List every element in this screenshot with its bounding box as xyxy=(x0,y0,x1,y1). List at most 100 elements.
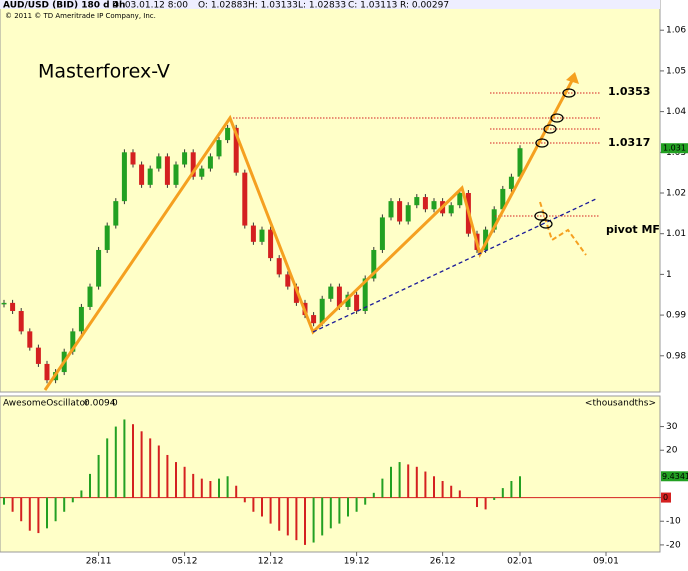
oscillator-bar xyxy=(80,490,83,498)
candle xyxy=(27,331,33,348)
oscillator-bar xyxy=(304,497,306,545)
current-box-label: 9.4341 xyxy=(662,472,688,481)
candle xyxy=(500,188,506,210)
copyright: © 2011 © TD Ameritrade IP Company, Inc. xyxy=(5,12,156,20)
oscillator-bar xyxy=(493,497,496,500)
x-tick-label: 02.01 xyxy=(507,557,533,567)
oscillator-bar xyxy=(398,462,401,498)
oscillator-bar xyxy=(364,497,367,505)
trendline xyxy=(312,197,599,333)
oscillator-bar xyxy=(269,497,272,524)
candle xyxy=(311,315,317,324)
header-high: H: 1.03133 xyxy=(248,1,298,11)
candle xyxy=(225,127,231,141)
oscillator-bar xyxy=(54,497,57,522)
oscillator-bar xyxy=(157,445,160,498)
oscillator-bar xyxy=(243,497,246,503)
candle xyxy=(379,217,385,250)
oscillator-bar xyxy=(355,497,358,512)
oscillator-bar xyxy=(63,497,66,512)
candle xyxy=(70,331,76,352)
x-tick-label: 12.12 xyxy=(258,557,284,567)
oscillator-bar xyxy=(295,497,298,541)
candle xyxy=(164,156,170,185)
candle xyxy=(182,152,188,165)
oscillator-bar xyxy=(192,473,195,498)
candle xyxy=(104,225,110,250)
x-tick-label: 26.12 xyxy=(430,557,456,567)
oscillator-bar xyxy=(441,481,444,498)
oscillator-bar xyxy=(28,497,31,531)
oscillator-bar xyxy=(510,481,513,498)
zero-box xyxy=(661,492,671,503)
oscillator-bar xyxy=(218,478,220,498)
oscillator-bar xyxy=(458,490,461,498)
oscillator-bar xyxy=(286,497,289,536)
zigzag xyxy=(43,74,577,391)
candle xyxy=(405,205,411,222)
oscillator-bar xyxy=(11,497,14,512)
y-tick-label: 0.99 xyxy=(666,311,686,321)
candle xyxy=(139,164,145,185)
candle xyxy=(319,298,325,324)
oscillator-bar xyxy=(381,478,384,498)
oscillator-bar xyxy=(149,438,152,498)
candle xyxy=(328,286,334,299)
marker xyxy=(534,211,548,221)
candle xyxy=(207,156,213,169)
candle xyxy=(517,148,523,177)
oscillator-bar xyxy=(519,476,521,498)
header-bar xyxy=(0,0,660,9)
candle xyxy=(414,197,420,206)
y-tick-label: 0.98 xyxy=(666,351,686,361)
oscillator-bar xyxy=(123,419,126,498)
oscillator-bar xyxy=(114,426,117,498)
oscillator-bar xyxy=(415,466,418,498)
candle xyxy=(250,225,256,242)
annotation: pivot MF xyxy=(606,223,660,236)
y-tick-label: 1.05 xyxy=(666,66,686,76)
candle xyxy=(113,201,119,226)
marker xyxy=(550,113,564,123)
symbol: AUD/USD (BID) 180 d 4h xyxy=(3,1,125,11)
candle xyxy=(483,229,489,250)
candle xyxy=(336,286,342,307)
oscillator-bar xyxy=(46,497,48,529)
oscillator-bar xyxy=(132,424,134,498)
candle xyxy=(431,201,437,210)
header-date: D: 03.01.12 8:00 xyxy=(112,1,188,11)
candle xyxy=(18,311,24,332)
y-tick-label: 30 xyxy=(666,422,678,432)
oscillator-bar xyxy=(97,454,100,498)
candle xyxy=(276,258,282,275)
pivot-path xyxy=(539,201,587,256)
oscillator-bar xyxy=(390,466,392,498)
current-box xyxy=(661,471,688,482)
candle xyxy=(35,347,41,364)
candle xyxy=(388,201,394,218)
annotation: Masterforex-V xyxy=(38,61,170,83)
candle xyxy=(78,306,84,332)
oscillator-bar xyxy=(450,485,453,498)
candle xyxy=(233,127,239,173)
candle xyxy=(156,156,162,169)
x-tick-label: 28.11 xyxy=(86,557,112,567)
annotation: 1.0317 xyxy=(608,136,650,149)
candle xyxy=(397,201,403,222)
candle xyxy=(10,302,16,312)
y-tick-label: 1.02 xyxy=(666,188,686,198)
candle xyxy=(96,249,102,287)
oscillator-bar xyxy=(329,497,332,529)
oscillator-bar xyxy=(261,497,263,517)
candle xyxy=(457,192,463,206)
candle xyxy=(121,152,127,202)
y-tick-label: 1.04 xyxy=(666,107,686,117)
header-open: O: 1.02883 xyxy=(198,1,248,11)
y-tick-label: 1.01 xyxy=(666,229,686,239)
candle xyxy=(259,229,265,242)
candle xyxy=(199,168,205,177)
oscillator-bar xyxy=(209,481,212,498)
header-range: R: 0.00297 xyxy=(400,1,449,11)
oscillator-bar xyxy=(407,464,410,498)
last-value-label: 1.031 xyxy=(663,144,686,153)
